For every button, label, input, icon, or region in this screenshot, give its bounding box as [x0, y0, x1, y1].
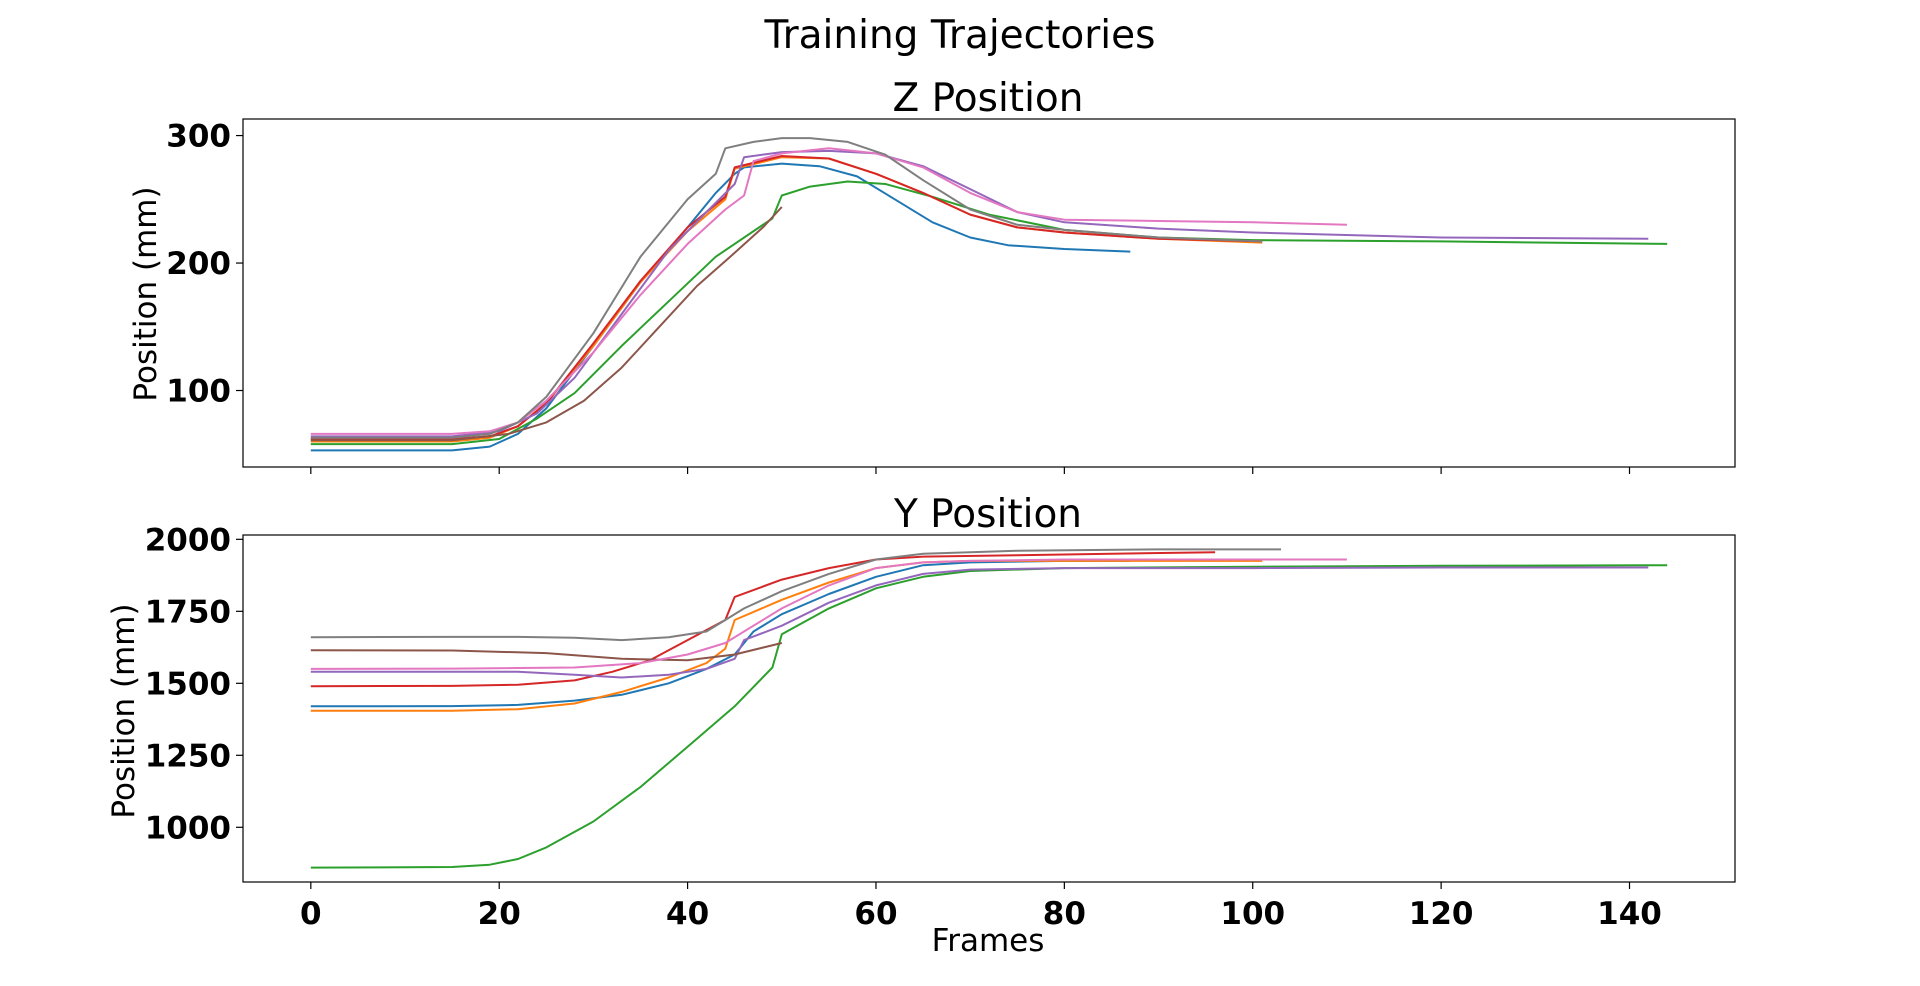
y-series-line-2 [310, 559, 1263, 712]
y-position-series [310, 548, 1668, 869]
z-series-line-2 [310, 156, 1263, 443]
y-series-line-3 [310, 564, 1668, 869]
z-series-line-8 [310, 137, 1263, 439]
z-series-line-5 [310, 149, 1649, 438]
y-ytick-label: 2000 [145, 522, 231, 558]
y-ytick-label: 1750 [145, 594, 231, 630]
y-ytick-label: 1000 [145, 810, 231, 846]
y-position-frame [242, 534, 1736, 883]
y-xtick-label: 80 [1043, 896, 1086, 932]
y-series-line-6 [310, 642, 783, 662]
figure-title: Training Trajectories [764, 13, 1156, 58]
z-series-line-4 [310, 155, 1263, 440]
y-position-axes: Y Position Position (mm) 100012501500175… [106, 492, 1736, 932]
y-xtick-label: 40 [666, 896, 709, 932]
z-series-line-6 [310, 206, 783, 442]
y-ytick-label: 1500 [145, 666, 231, 702]
z-ytick-label: 200 [166, 246, 231, 282]
z-ytick-label: 100 [166, 374, 231, 410]
y-position-ylabel: Position (mm) [106, 603, 142, 818]
z-position-series [310, 137, 1668, 452]
y-series-line-8 [310, 548, 1281, 642]
z-ytick-label: 300 [166, 119, 231, 155]
z-position-title: Z Position [893, 76, 1084, 121]
y-xtick-label: 140 [1597, 896, 1662, 932]
y-series-line-1 [310, 559, 1131, 708]
y-xtick-label: 120 [1409, 896, 1474, 932]
y-series-line-5 [310, 566, 1649, 679]
y-series-line-4 [310, 551, 1216, 688]
y-xtick-label: 100 [1220, 896, 1285, 932]
x-axis-label: Frames [932, 923, 1045, 959]
z-position-axes: Z Position Position (mm) 100 200 300 [128, 76, 1736, 474]
y-xtick-label: 0 [300, 896, 322, 932]
z-position-frame [242, 118, 1736, 468]
y-xtick-label: 20 [478, 896, 521, 932]
z-series-line-3 [310, 180, 1668, 446]
y-ytick-label: 1250 [145, 738, 231, 774]
z-position-ylabel: Position (mm) [128, 186, 164, 401]
z-position-ticks: 100 200 300 [166, 119, 1631, 474]
z-series-line-7 [310, 147, 1347, 435]
y-position-ticks: 1000 1250 1500 1750 2000 0 20 40 60 80 100 120 140 [145, 522, 1662, 932]
y-position-title: Y Position [893, 492, 1082, 537]
y-series-line-7 [310, 558, 1347, 670]
y-xtick-label: 60 [854, 896, 897, 932]
